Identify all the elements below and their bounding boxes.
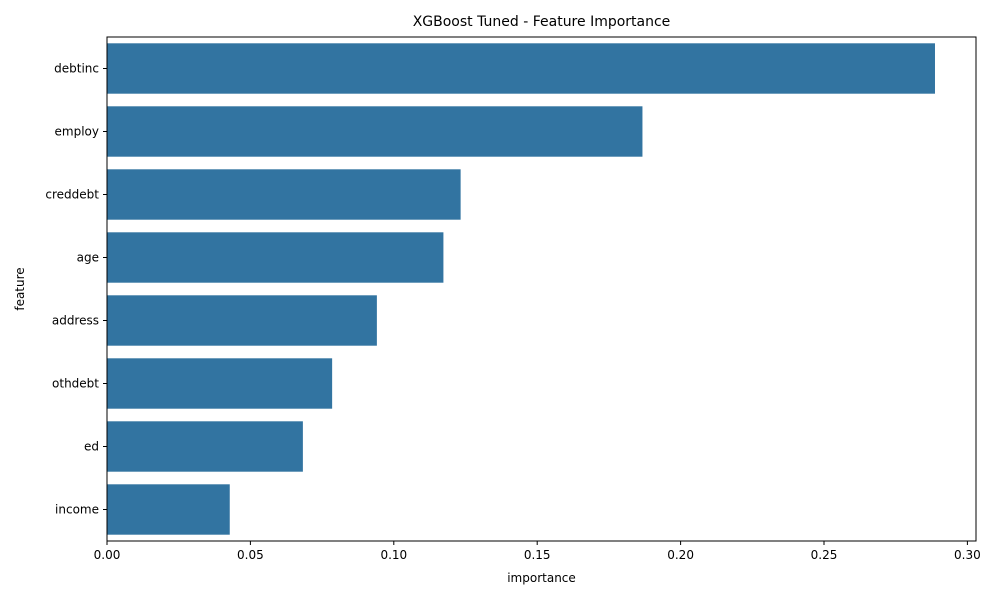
x-tick-label-1: 0.05 [237,548,264,562]
y-tick-label-debtinc: debtinc [54,62,99,76]
y-tick-label-age: age [77,251,99,265]
x-tick-label-5: 0.25 [811,548,838,562]
y-tick-label-ed: ed [84,440,99,454]
x-tick-label-2: 0.10 [380,548,407,562]
x-tick-label-4: 0.20 [667,548,694,562]
bar-age [107,232,444,283]
y-axis-ticks: debtinc employ creddebt age address othdebt ed… [45,62,107,517]
axes-frame [106,36,977,542]
x-tick-label-3: 0.15 [524,548,551,562]
bar-othdebt [107,358,333,409]
y-tick-label-creddebt: creddebt [45,188,99,202]
bar-employ [107,106,643,157]
y-tick-label-othdebt: othdebt [52,377,99,391]
y-tick-label-income: income [55,503,99,517]
y-tick-label-address: address [52,314,99,328]
x-axis-label: importance [507,571,576,585]
y-axis-label: feature [13,267,27,310]
plot-frame [106,36,977,542]
y-tick-label-employ: employ [55,125,99,139]
bar-ed [107,421,303,472]
bar-group [107,43,935,535]
x-axis-ticks: 0.00 0.05 0.10 0.15 0.20 0.25 0.30 [94,541,981,562]
x-tick-label-6: 0.30 [954,548,981,562]
chart-title: XGBoost Tuned - Feature Importance [413,14,671,30]
bar-address [107,295,377,346]
x-tick-label-0: 0.00 [94,548,121,562]
bar-creddebt [107,169,461,220]
bar-debtinc [107,43,935,94]
bar-income [107,484,230,535]
